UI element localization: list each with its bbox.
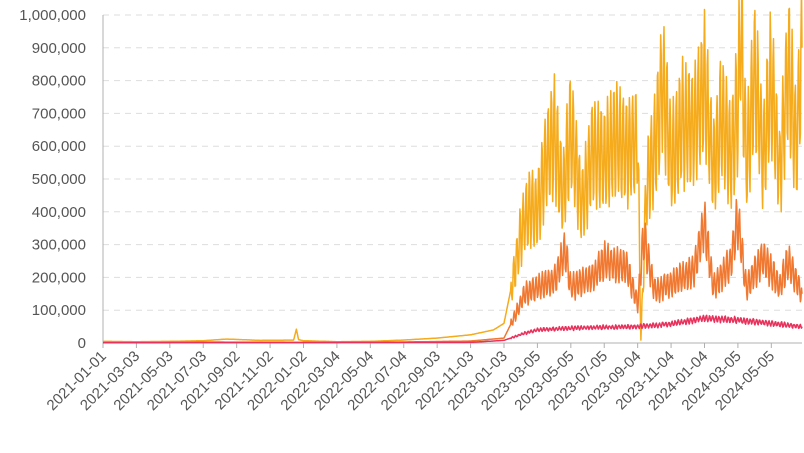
y-axis: 0 100,000 200,000 300,000 400,000 500,000 600,… [19, 7, 104, 352]
y-tick-label: 200,000 [32, 269, 86, 286]
y-tick-label: 1,000,000 [19, 7, 86, 24]
series-line-3 [103, 314, 803, 344]
series-lines [102, 0, 803, 344]
y-tick-label: 700,000 [32, 105, 86, 122]
x-axis: 2021-01-012021-03-032021-05-032021-07-03… [44, 342, 802, 414]
y-tick-label: 300,000 [32, 237, 86, 254]
series-line-2 [103, 198, 803, 344]
series-line-1 [102, 0, 803, 343]
y-tick-label: 100,000 [32, 302, 86, 319]
y-tick-label: 800,000 [32, 73, 86, 90]
y-tick-label: 500,000 [32, 171, 86, 188]
y-tick-label: 600,000 [32, 138, 86, 155]
y-tick-label: 400,000 [32, 204, 86, 221]
y-tick-label: 900,000 [32, 40, 86, 57]
y-tick-label: 0 [78, 335, 86, 352]
